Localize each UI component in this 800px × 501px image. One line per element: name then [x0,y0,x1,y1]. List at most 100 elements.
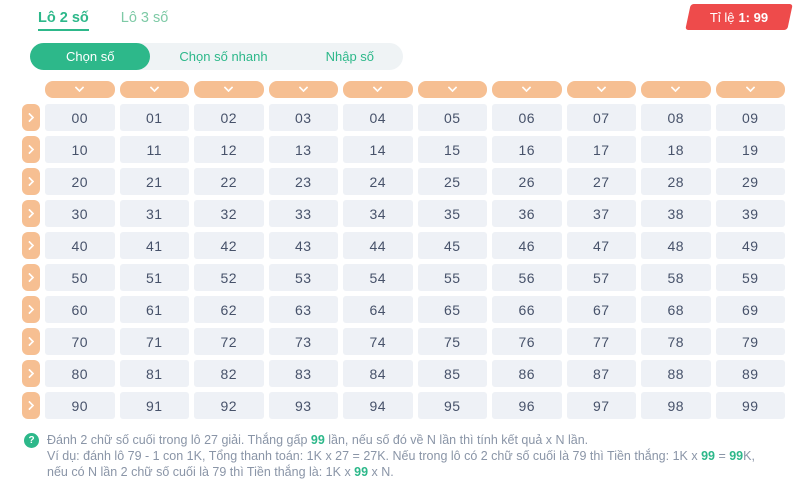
column-select-button[interactable] [343,81,413,98]
number-cell[interactable]: 94 [343,392,413,419]
number-cell[interactable]: 61 [119,296,189,323]
number-cell[interactable]: 59 [715,264,785,291]
number-cell[interactable]: 51 [119,264,189,291]
number-cell[interactable]: 98 [641,392,711,419]
number-cell[interactable]: 27 [566,168,636,195]
number-cell[interactable]: 68 [641,296,711,323]
number-cell[interactable]: 05 [417,104,487,131]
number-cell[interactable]: 64 [343,296,413,323]
number-cell[interactable]: 87 [566,360,636,387]
number-cell[interactable]: 06 [492,104,562,131]
number-cell[interactable]: 92 [194,392,264,419]
number-cell[interactable]: 40 [45,232,115,259]
number-cell[interactable]: 90 [45,392,115,419]
row-select-button[interactable] [22,168,40,195]
number-cell[interactable]: 38 [641,200,711,227]
number-cell[interactable]: 16 [492,136,562,163]
number-cell[interactable]: 80 [45,360,115,387]
number-cell[interactable]: 77 [566,328,636,355]
number-cell[interactable]: 17 [566,136,636,163]
column-select-button[interactable] [566,81,636,98]
number-cell[interactable]: 63 [268,296,338,323]
number-cell[interactable]: 99 [715,392,785,419]
column-select-button[interactable] [194,81,264,98]
tab-lo-3-so[interactable]: Lô 3 số [120,10,169,26]
number-cell[interactable]: 34 [343,200,413,227]
number-cell[interactable]: 29 [715,168,785,195]
number-cell[interactable]: 79 [715,328,785,355]
number-cell[interactable]: 56 [492,264,562,291]
number-cell[interactable]: 32 [194,200,264,227]
number-cell[interactable]: 11 [119,136,189,163]
number-cell[interactable]: 85 [417,360,487,387]
number-cell[interactable]: 76 [492,328,562,355]
column-select-button[interactable] [492,81,562,98]
number-cell[interactable]: 83 [268,360,338,387]
number-cell[interactable]: 09 [715,104,785,131]
number-cell[interactable]: 26 [492,168,562,195]
number-cell[interactable]: 20 [45,168,115,195]
row-select-button[interactable] [22,104,40,131]
number-cell[interactable]: 89 [715,360,785,387]
number-cell[interactable]: 35 [417,200,487,227]
number-cell[interactable]: 70 [45,328,115,355]
number-cell[interactable]: 18 [641,136,711,163]
number-cell[interactable]: 88 [641,360,711,387]
number-cell[interactable]: 07 [566,104,636,131]
row-select-button[interactable] [22,296,40,323]
number-cell[interactable]: 84 [343,360,413,387]
number-cell[interactable]: 75 [417,328,487,355]
number-cell[interactable]: 78 [641,328,711,355]
number-cell[interactable]: 74 [343,328,413,355]
number-cell[interactable]: 14 [343,136,413,163]
number-cell[interactable]: 30 [45,200,115,227]
number-cell[interactable]: 60 [45,296,115,323]
number-cell[interactable]: 23 [268,168,338,195]
number-cell[interactable]: 48 [641,232,711,259]
number-cell[interactable]: 58 [641,264,711,291]
number-cell[interactable]: 73 [268,328,338,355]
number-cell[interactable]: 55 [417,264,487,291]
number-cell[interactable]: 15 [417,136,487,163]
number-cell[interactable]: 19 [715,136,785,163]
column-select-button[interactable] [45,81,115,98]
number-cell[interactable]: 45 [417,232,487,259]
number-cell[interactable]: 54 [343,264,413,291]
number-cell[interactable]: 31 [119,200,189,227]
number-cell[interactable]: 08 [641,104,711,131]
row-select-button[interactable] [22,200,40,227]
mode-chon-so-nhanh[interactable]: Chọn số nhanh [179,49,268,64]
number-cell[interactable]: 67 [566,296,636,323]
number-cell[interactable]: 96 [492,392,562,419]
number-cell[interactable]: 71 [119,328,189,355]
column-select-button[interactable] [715,81,785,98]
number-cell[interactable]: 50 [45,264,115,291]
number-cell[interactable]: 86 [492,360,562,387]
number-cell[interactable]: 95 [417,392,487,419]
number-cell[interactable]: 01 [119,104,189,131]
number-cell[interactable]: 81 [119,360,189,387]
number-cell[interactable]: 13 [268,136,338,163]
number-cell[interactable]: 21 [119,168,189,195]
column-select-button[interactable] [268,81,338,98]
number-cell[interactable]: 00 [45,104,115,131]
row-select-button[interactable] [22,136,40,163]
number-cell[interactable]: 10 [45,136,115,163]
number-cell[interactable]: 57 [566,264,636,291]
number-cell[interactable]: 42 [194,232,264,259]
number-cell[interactable]: 93 [268,392,338,419]
number-cell[interactable]: 25 [417,168,487,195]
number-cell[interactable]: 97 [566,392,636,419]
row-select-button[interactable] [22,328,40,355]
number-cell[interactable]: 12 [194,136,264,163]
number-cell[interactable]: 47 [566,232,636,259]
row-select-button[interactable] [22,392,40,419]
column-select-button[interactable] [641,81,711,98]
number-cell[interactable]: 02 [194,104,264,131]
column-select-button[interactable] [417,81,487,98]
number-cell[interactable]: 22 [194,168,264,195]
number-cell[interactable]: 49 [715,232,785,259]
number-cell[interactable]: 52 [194,264,264,291]
row-select-button[interactable] [22,232,40,259]
number-cell[interactable]: 43 [268,232,338,259]
